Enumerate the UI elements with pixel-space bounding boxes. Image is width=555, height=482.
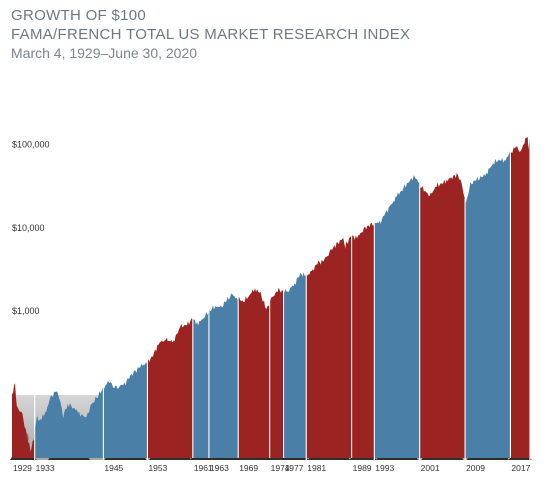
band-democrat-1993 [374, 136, 420, 458]
x-tick-label-1961: 1961 [194, 463, 213, 473]
x-tick-label-1963: 1963 [210, 463, 229, 473]
band-democrat-1977 [283, 136, 307, 458]
x-tick-label-1929: 1929 [13, 463, 32, 473]
band-republican-1953 [147, 136, 193, 458]
y-tick-label: $10,000 [12, 223, 45, 233]
x-tick-label-1974: 1974 [271, 463, 290, 473]
y-axis: $1,000 $10,000 $100,000 [12, 140, 50, 316]
band-republican-2001 [419, 136, 466, 458]
x-tick-label-1969: 1969 [239, 463, 258, 473]
band-republican-2017 [510, 136, 530, 458]
chart-title: GROWTH OF $100 [11, 7, 147, 24]
x-tick-label-2001: 2001 [421, 463, 440, 473]
x-tick-label-1993: 1993 [375, 463, 394, 473]
x-tick-label-1953: 1953 [148, 463, 167, 473]
chart-date-range: March 4, 1929–June 30, 2020 [11, 45, 198, 61]
x-tick-label-2017: 2017 [511, 463, 530, 473]
x-tick-label-2009: 2009 [466, 463, 485, 473]
band-democrat-2009 [465, 136, 511, 458]
y-tick-label: $100,000 [12, 140, 50, 150]
band-republican-1969 [238, 136, 270, 458]
x-tick-label-1933: 1933 [36, 463, 55, 473]
band-democrat-1945 [103, 136, 148, 458]
band-republican-1981 [306, 136, 352, 458]
chart-subtitle: FAMA/FRENCH TOTAL US MARKET RESEARCH IND… [11, 26, 411, 43]
band-republican-1974 [269, 136, 284, 458]
x-tick-label-1945: 1945 [104, 463, 123, 473]
band-democrat-1961 [192, 136, 209, 458]
y-tick-label: $1,000 [12, 306, 40, 316]
x-tick-label-1977: 1977 [285, 463, 304, 473]
band-republican-1989 [351, 136, 375, 458]
chart-titles: GROWTH OF $100 FAMA/FRENCH TOTAL US MARK… [11, 6, 410, 63]
band-democrat-1963 [208, 136, 239, 458]
x-tick-label-1989: 1989 [353, 463, 372, 473]
x-tick-label-1981: 1981 [307, 463, 326, 473]
